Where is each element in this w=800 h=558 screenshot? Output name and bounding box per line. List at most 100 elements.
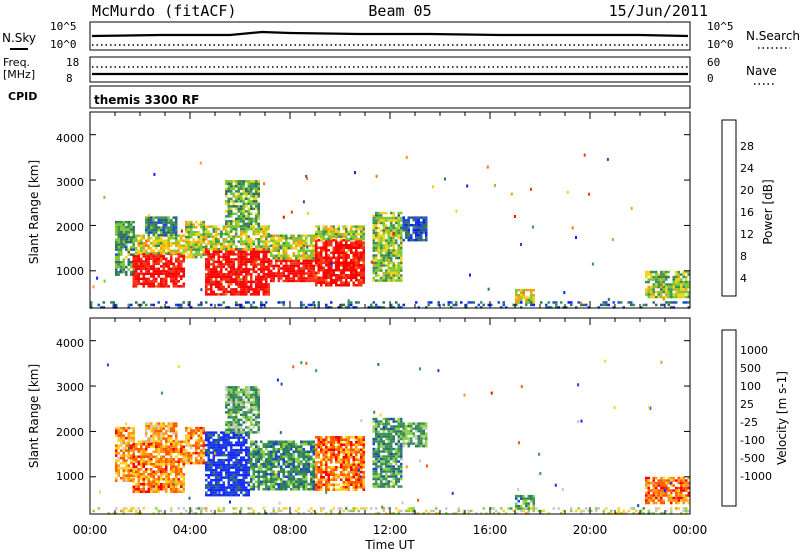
range-gate-cell (315, 225, 318, 228)
range-gate-cell (190, 231, 193, 234)
range-gate-cell (213, 238, 216, 241)
range-gate-cell (683, 288, 686, 291)
range-gate-cell (245, 243, 248, 246)
range-gate-cell (115, 246, 118, 249)
range-gate-cell (125, 221, 128, 224)
range-gate-cell (303, 280, 306, 283)
range-gate-cell (380, 254, 383, 256)
range-gate-cell (335, 262, 338, 265)
range-gate-cell (140, 283, 143, 286)
range-gate-cell (163, 451, 166, 454)
range-gate-cell (150, 483, 153, 486)
range-gate-cell (248, 193, 251, 196)
range-gate-cell (145, 461, 148, 464)
range-gate-cell (150, 446, 153, 449)
range-gate-cell (158, 242, 161, 245)
range-gate-cell (375, 234, 378, 237)
power-ytick-4000: 4000 (56, 132, 84, 145)
range-gate-cell (218, 466, 221, 469)
range-gate-cell (438, 301, 441, 304)
range-gate-cell (173, 451, 176, 454)
range-gate-cell (290, 257, 293, 260)
range-gate-cell (130, 238, 133, 241)
range-gate-cell (225, 394, 228, 397)
range-gate-cell (315, 238, 318, 241)
range-gate-cell (310, 267, 313, 270)
range-gate-cell (205, 436, 208, 439)
range-gate-cell (260, 301, 263, 304)
range-gate-cell (175, 242, 178, 245)
range-gate-cell (135, 285, 138, 288)
range-gate-cell (388, 252, 391, 255)
range-gate-cell (650, 276, 653, 279)
range-gate-cell (175, 229, 178, 232)
range-gate-cell (330, 230, 333, 233)
range-gate-cell (118, 464, 121, 467)
range-gate-cell (355, 244, 358, 247)
range-gate-cell (395, 279, 398, 282)
range-gate-cell (300, 245, 303, 248)
range-gate-cell (653, 288, 656, 291)
range-gate-cell (303, 458, 306, 461)
range-gate-cell (228, 401, 231, 404)
range-gate-cell (130, 479, 133, 482)
range-gate-cell (248, 185, 251, 188)
range-gate-cell (245, 288, 248, 291)
range-gate-cell (183, 270, 186, 273)
range-gate-cell (290, 461, 293, 464)
range-gate-cell (188, 243, 191, 246)
range-gate-cell (238, 396, 241, 399)
range-gate-cell (250, 478, 253, 481)
range-gate-cell (210, 469, 213, 472)
range-gate-cell (275, 242, 278, 245)
range-gate-cell (665, 288, 668, 291)
range-gate-cell (343, 249, 346, 252)
range-gate-cell (660, 293, 663, 296)
range-gate-cell (278, 461, 281, 464)
range-gate-cell (380, 269, 383, 272)
range-gate-cell (155, 461, 158, 464)
range-gate-cell (295, 262, 298, 265)
range-gate-cell (138, 483, 141, 486)
range-gate-cell (680, 291, 683, 294)
range-gate-cell (253, 185, 256, 188)
range-gate-cell (665, 291, 668, 294)
range-gate-cell (245, 401, 248, 404)
range-gate-cell (670, 291, 673, 294)
range-gate-cell (315, 461, 318, 464)
range-gate-cell (210, 273, 213, 276)
range-gate-cell (205, 461, 208, 464)
range-gate-cell (255, 466, 258, 469)
range-gate-cell (373, 267, 376, 270)
range-gate-cell (250, 429, 253, 432)
range-gate-cell (173, 466, 176, 469)
range-gate-cell (275, 240, 278, 243)
range-gate-cell (323, 257, 326, 260)
range-gate-cell (385, 264, 388, 267)
range-gate-cell (230, 396, 233, 399)
range-gate-cell (255, 188, 258, 191)
range-gate-cell (183, 473, 186, 476)
range-gate-cell (248, 411, 251, 414)
range-gate-cell (345, 244, 348, 247)
range-gate-cell (253, 456, 256, 459)
range-gate-cell (208, 240, 211, 243)
range-gate-cell (253, 195, 256, 198)
range-gate-cell (245, 203, 248, 206)
range-gate-cell (245, 491, 248, 494)
range-gate-cell (120, 434, 123, 437)
range-gate-cell (248, 258, 251, 261)
range-gate-cell (280, 237, 283, 240)
range-gate-cell (143, 250, 146, 253)
range-gate-cell (185, 251, 188, 254)
range-gate-cell (235, 213, 238, 216)
range-gate-cell (448, 304, 451, 307)
range-gate-cell (343, 235, 346, 238)
range-gate-cell (393, 242, 396, 245)
range-gate-cell (248, 451, 251, 454)
range-gate-cell (400, 267, 403, 270)
range-gate-cell (665, 296, 668, 299)
range-gate-cell (163, 435, 166, 438)
range-gate-cell (268, 441, 271, 444)
range-gate-cell (225, 273, 228, 276)
